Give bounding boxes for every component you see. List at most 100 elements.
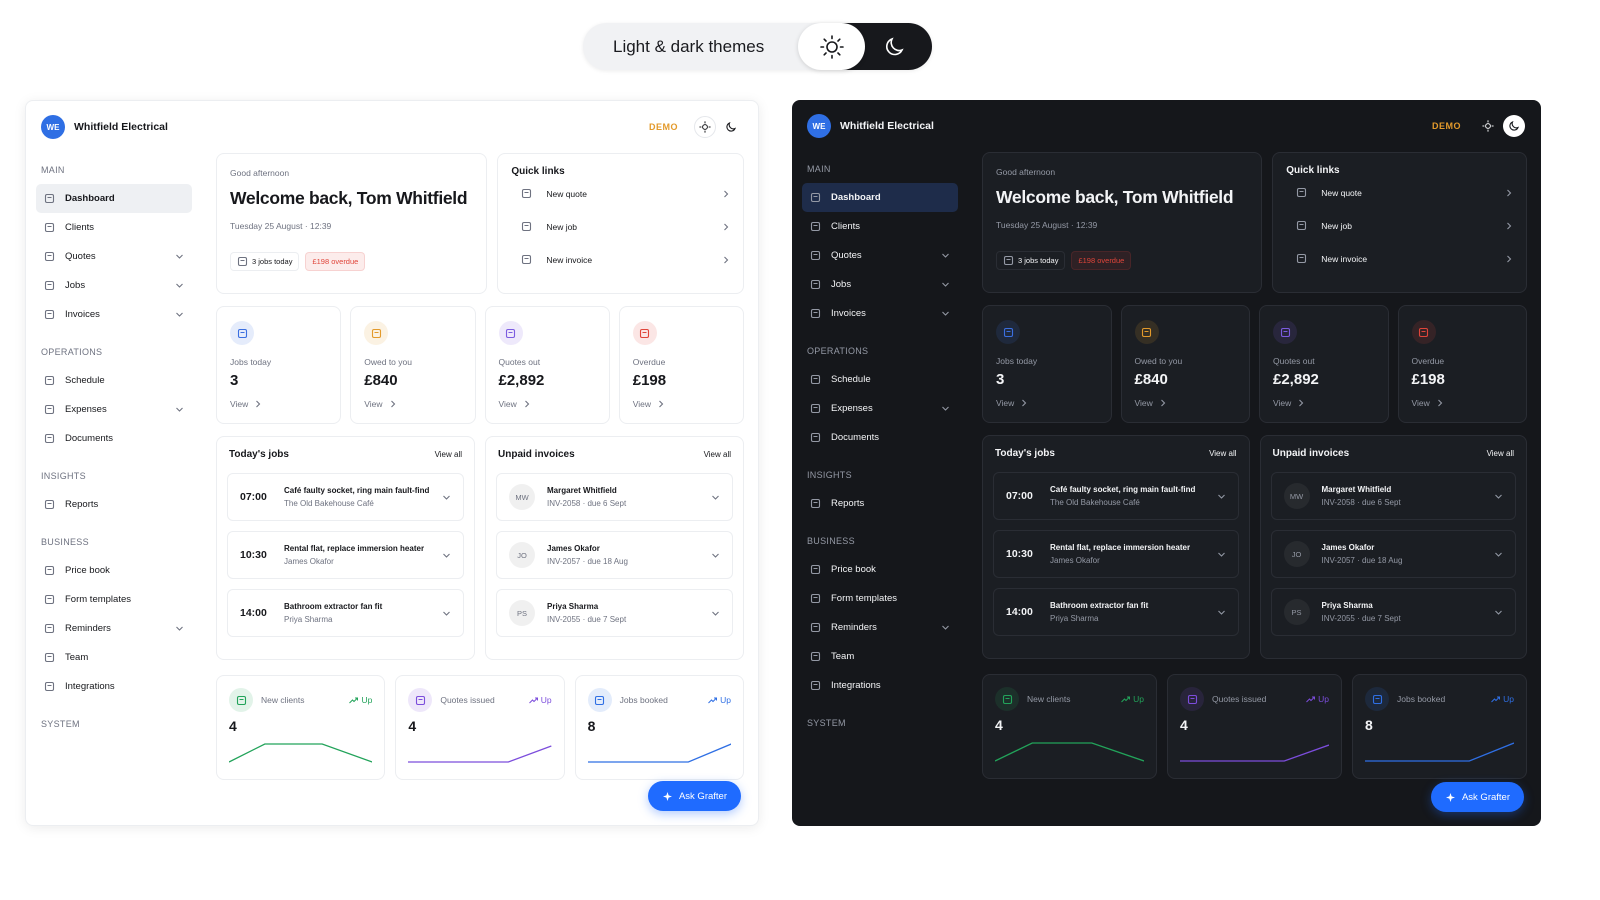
chevron bbox=[254, 400, 262, 408]
quick-link[interactable]: New invoice bbox=[1286, 242, 1513, 275]
light-toggle[interactable] bbox=[694, 116, 716, 138]
ask-button[interactable]: Ask Grafter bbox=[1430, 782, 1524, 812]
nav-item[interactable]: Expenses bbox=[802, 394, 958, 423]
nav-item[interactable]: Reminders bbox=[802, 613, 958, 642]
main: Good afternoon Welcome back, Tom Whitfiel… bbox=[982, 152, 1541, 826]
nav-item[interactable]: Schedule bbox=[36, 366, 192, 395]
view-all[interactable]: View all bbox=[1209, 449, 1237, 458]
sidebar: MAIN Dashboard Clients Quotes Jobs Invoices OP… bbox=[26, 153, 216, 825]
lists-row: Today's jobs View all 07:00 Café faulty soc… bbox=[216, 436, 744, 660]
invoice-item[interactable]: JO James Okafor INV-2057 · due 18 Aug bbox=[496, 531, 733, 579]
job-item[interactable]: 07:00 Café faulty socket, ring main fault… bbox=[993, 472, 1239, 520]
job-item[interactable]: 14:00 Bathroom extractor fan fit Priya Sha… bbox=[993, 588, 1239, 636]
dark-toggle[interactable] bbox=[1503, 115, 1525, 137]
invoice-item[interactable]: PS Priya Sharma INV-2055 · due 7 Sept bbox=[496, 589, 733, 637]
nav-item[interactable]: Schedule bbox=[802, 365, 958, 394]
nav-item[interactable]: Quotes bbox=[802, 241, 958, 270]
nav-item[interactable]: Integrations bbox=[36, 672, 192, 701]
stat-card: Overdue £198 View bbox=[618, 306, 744, 424]
nav-item[interactable]: Form templates bbox=[802, 584, 958, 613]
nav-section: BUSINESS bbox=[41, 537, 89, 547]
avatar: MW bbox=[509, 484, 535, 510]
invoice-item[interactable]: MW Margaret Whitfield INV-2058 · due 6 Sep… bbox=[496, 473, 733, 521]
nav-section: MAIN bbox=[41, 165, 65, 175]
invoice-item[interactable]: JO James Okafor INV-2057 · due 18 Aug bbox=[1270, 530, 1516, 578]
icon bbox=[44, 681, 55, 692]
invoice-item[interactable]: MW Margaret Whitfield INV-2058 · due 6 Sep… bbox=[1270, 472, 1516, 520]
stat-link[interactable]: View bbox=[230, 399, 327, 409]
nav-icon bbox=[810, 221, 821, 232]
icon bbox=[44, 594, 55, 605]
chevron-right bbox=[1507, 222, 1512, 229]
expand bbox=[1217, 608, 1226, 617]
nav-item[interactable]: Documents bbox=[802, 423, 958, 452]
light-toggle[interactable] bbox=[798, 23, 865, 70]
stat-link[interactable]: View bbox=[633, 399, 730, 409]
nav-item[interactable]: Reports bbox=[36, 490, 192, 519]
nav-section: MAIN bbox=[807, 164, 831, 174]
quick-link[interactable]: New job bbox=[1286, 209, 1513, 242]
stat-link[interactable]: View bbox=[1135, 398, 1237, 408]
nav-item[interactable]: Clients bbox=[802, 212, 958, 241]
view-all[interactable]: View all bbox=[703, 450, 731, 459]
nav-item[interactable]: Clients bbox=[36, 213, 192, 242]
ask-button[interactable]: Ask Grafter bbox=[647, 781, 741, 811]
nav-item[interactable]: Team bbox=[802, 642, 958, 671]
chevron-right bbox=[724, 256, 729, 263]
stat-link[interactable]: View bbox=[1412, 398, 1514, 408]
greeting: Good afternoon bbox=[996, 167, 1056, 177]
stat-link[interactable]: View bbox=[499, 399, 596, 409]
quick-link[interactable]: New invoice bbox=[511, 243, 730, 276]
view-all[interactable]: View all bbox=[1486, 449, 1514, 458]
nav-item[interactable]: Quotes bbox=[36, 242, 192, 271]
job-text: Bathroom extractor fan fit Priya Sharma bbox=[284, 602, 430, 624]
chip-label: 3 jobs today bbox=[252, 257, 293, 266]
icon bbox=[522, 254, 532, 265]
quick-links: Quick links New quote New job New invoice bbox=[1272, 152, 1527, 293]
stat-link[interactable]: View bbox=[1273, 398, 1375, 408]
invoice-text: Margaret Whitfield INV-2058 · due 6 Sept bbox=[547, 486, 699, 508]
view-all[interactable]: View all bbox=[434, 450, 462, 459]
expand bbox=[1494, 608, 1503, 617]
nav-label: Integrations bbox=[831, 680, 881, 691]
job-item[interactable]: 10:30 Rental flat, replace immersion heat… bbox=[993, 530, 1239, 578]
light-dashboard: WE Whitfield Electrical DEMO MAIN Dashboard C… bbox=[25, 100, 759, 826]
nav-item[interactable]: Integrations bbox=[802, 671, 958, 700]
quick-link[interactable]: New quote bbox=[1286, 176, 1513, 209]
chevron-right bbox=[1507, 189, 1512, 196]
nav-item[interactable]: Reports bbox=[802, 489, 958, 518]
nav-item[interactable]: Dashboard bbox=[36, 184, 192, 213]
chevron bbox=[722, 190, 730, 198]
nav-item[interactable]: Team bbox=[36, 643, 192, 672]
nav-item[interactable]: Reminders bbox=[36, 614, 192, 643]
quick-link[interactable]: New job bbox=[511, 210, 730, 243]
sparkline-box bbox=[588, 734, 731, 771]
trend-arrow bbox=[1121, 696, 1131, 702]
stat-link[interactable]: View bbox=[364, 399, 461, 409]
nav-item[interactable]: Form templates bbox=[36, 585, 192, 614]
light-toggle[interactable] bbox=[1477, 115, 1499, 137]
stat-link[interactable]: View bbox=[996, 398, 1098, 408]
job-item[interactable]: 07:00 Café faulty socket, ring main fault… bbox=[227, 473, 464, 521]
job-time: 10:30 bbox=[240, 549, 267, 561]
nav-item[interactable]: Dashboard bbox=[802, 183, 958, 212]
nav-item[interactable]: Jobs bbox=[36, 271, 192, 300]
quick-link[interactable]: New quote bbox=[511, 177, 730, 210]
nav-item[interactable]: Price book bbox=[36, 556, 192, 585]
nav-item[interactable]: Invoices bbox=[36, 300, 192, 329]
trend-label: New clients bbox=[1027, 694, 1071, 704]
nav-item[interactable]: Invoices bbox=[802, 299, 958, 328]
nav-label: Schedule bbox=[65, 375, 105, 386]
jobs-chip: 3 jobs today bbox=[996, 251, 1066, 270]
dark-toggle[interactable] bbox=[720, 116, 742, 138]
nav-item[interactable]: Documents bbox=[36, 424, 192, 453]
chevron-down bbox=[942, 282, 949, 287]
nav-item[interactable]: Price book bbox=[802, 555, 958, 584]
job-item[interactable]: 14:00 Bathroom extractor fan fit Priya Sha… bbox=[227, 589, 464, 637]
invoice-item[interactable]: PS Priya Sharma INV-2055 · due 7 Sept bbox=[1270, 588, 1516, 636]
icon bbox=[237, 256, 248, 267]
job-item[interactable]: 10:30 Rental flat, replace immersion heat… bbox=[227, 531, 464, 579]
nav-item[interactable]: Expenses bbox=[36, 395, 192, 424]
nav-item[interactable]: Jobs bbox=[802, 270, 958, 299]
stat-value: £198 bbox=[632, 372, 667, 389]
